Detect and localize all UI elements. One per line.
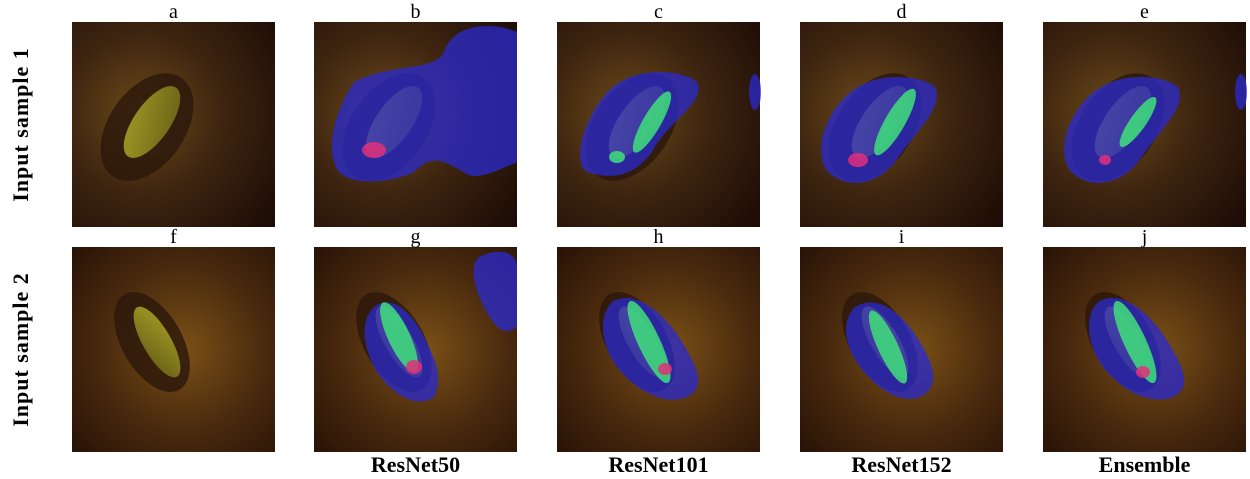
panel [314, 247, 517, 452]
segment-background [1235, 74, 1247, 110]
panel-letter: j [1141, 226, 1148, 248]
panel-letter: c [654, 1, 663, 23]
segment-pink [406, 360, 422, 374]
column-label: ResNet50 [371, 452, 460, 477]
panel [1043, 22, 1247, 227]
panel-letter: e [1140, 1, 1149, 23]
panel-letter: a [169, 1, 178, 23]
panel [557, 22, 761, 227]
panel [314, 22, 517, 227]
panel-letter: h [654, 226, 664, 248]
panel-letter: b [411, 1, 421, 23]
column-label: Ensemble [1099, 452, 1191, 477]
panel-letter: f [170, 226, 177, 248]
panel [72, 22, 275, 227]
panel [72, 247, 275, 452]
segment-pink [1099, 155, 1111, 165]
segment-background [749, 74, 761, 110]
panel [800, 247, 1003, 452]
column-label: ResNet152 [851, 452, 951, 477]
page: Input sample 1 Input sample 2 a b c d e f g h i j Re… [0, 0, 1250, 479]
panel-letter: g [411, 226, 421, 248]
panel-letter: i [899, 226, 905, 248]
panel-letter: d [897, 1, 907, 23]
panel [557, 247, 760, 452]
figure: Input sample 1 Input sample 2 a b c d e f g h i j Re… [0, 0, 1250, 479]
segment-pink [1136, 366, 1150, 378]
segment-pink [848, 153, 868, 167]
row-label: Input sample 2 [8, 272, 33, 427]
panel [1043, 247, 1246, 452]
segment-pink [362, 142, 386, 158]
segment-pink [658, 363, 672, 375]
row-label: Input sample 1 [8, 47, 33, 202]
segment-green [609, 151, 625, 163]
panel [800, 22, 1003, 227]
column-label: ResNet101 [608, 452, 708, 477]
